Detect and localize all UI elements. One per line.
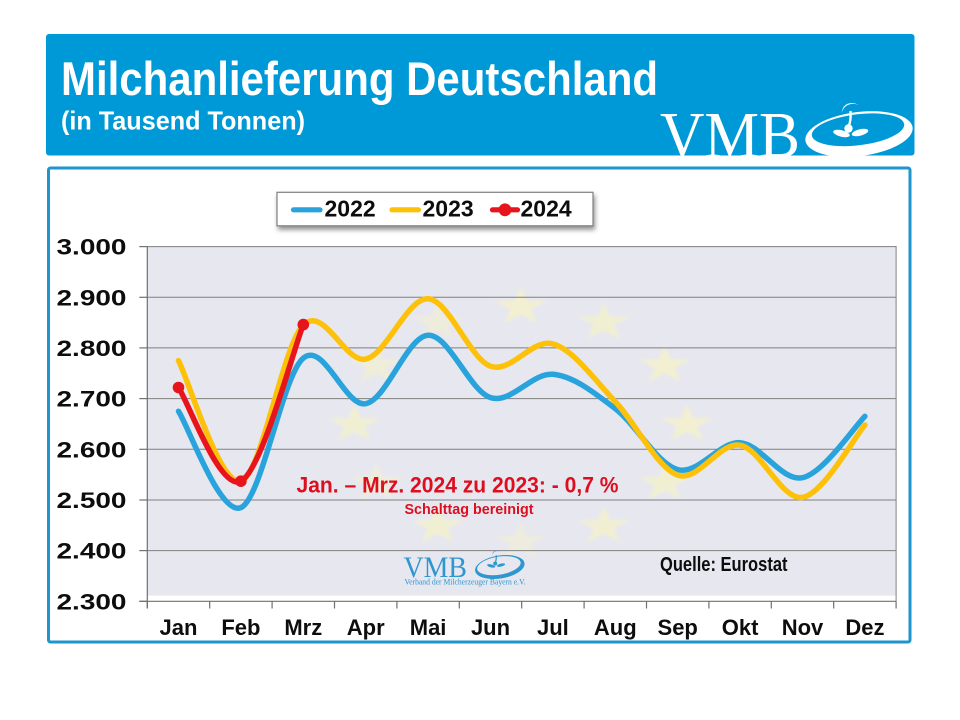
svg-text:Mai: Mai (410, 615, 447, 640)
svg-text:2.700: 2.700 (57, 387, 127, 412)
svg-text:2.500: 2.500 (57, 488, 127, 513)
svg-text:3.000: 3.000 (57, 235, 127, 260)
svg-text:Jan. – Mrz. 2024 zu 2023: - 0,: Jan. – Mrz. 2024 zu 2023: - 0,7 % (297, 473, 619, 498)
svg-text:Apr: Apr (347, 615, 385, 640)
svg-text:2022: 2022 (325, 196, 376, 222)
svg-text:Mrz: Mrz (284, 615, 322, 640)
svg-text:2.600: 2.600 (57, 437, 127, 462)
svg-text:Dez: Dez (845, 615, 884, 640)
svg-text:Jul: Jul (537, 615, 569, 640)
svg-text:Okt: Okt (722, 615, 759, 640)
svg-text:2.300: 2.300 (57, 589, 127, 614)
svg-text:Jan: Jan (160, 615, 198, 640)
svg-text:Jun: Jun (471, 615, 510, 640)
svg-text:Feb: Feb (221, 615, 260, 640)
svg-text:2.800: 2.800 (57, 336, 127, 361)
svg-text:2023: 2023 (423, 196, 474, 222)
svg-text:Schalttag bereinigt: Schalttag bereinigt (405, 501, 534, 518)
svg-text:2.400: 2.400 (57, 539, 127, 564)
svg-text:Milchanlieferung Deutschland: Milchanlieferung Deutschland (61, 52, 658, 105)
svg-text:2.900: 2.900 (57, 285, 127, 310)
svg-text:Verband der Milcherzeuger Baye: Verband der Milcherzeuger Bayern e.V. (405, 577, 526, 587)
svg-text:Quelle: Eurostat: Quelle: Eurostat (660, 553, 788, 576)
svg-text:Aug: Aug (594, 615, 637, 640)
svg-text:Nov: Nov (782, 615, 824, 640)
svg-text:VMB: VMB (660, 99, 800, 172)
svg-text:2024: 2024 (521, 196, 572, 222)
svg-text:Sep: Sep (658, 615, 698, 640)
svg-text:(in Tausend Tonnen): (in Tausend Tonnen) (61, 106, 305, 136)
svg-text:VMB: VMB (404, 551, 468, 584)
